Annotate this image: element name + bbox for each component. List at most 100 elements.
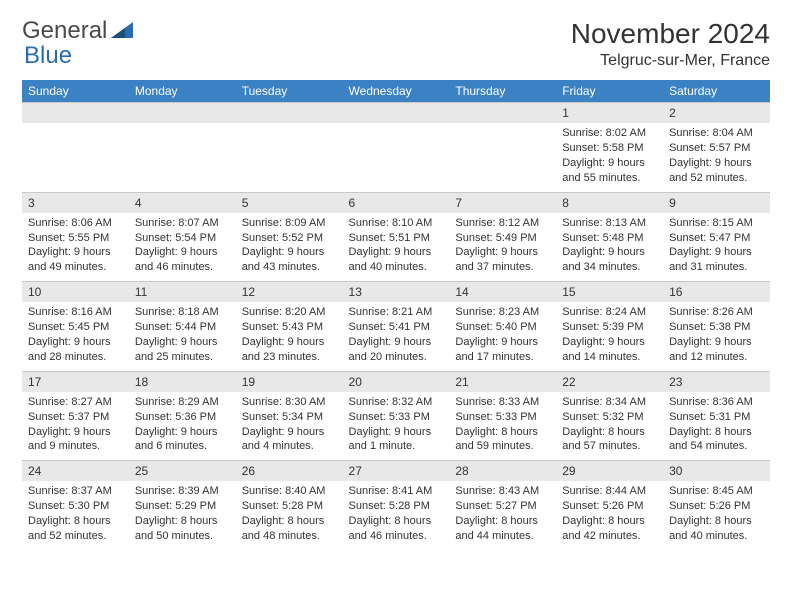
weekday-header: Saturday — [663, 80, 770, 102]
day-body: Sunrise: 8:30 AMSunset: 5:34 PMDaylight:… — [236, 392, 343, 460]
calendar-cell: 3Sunrise: 8:06 AMSunset: 5:55 PMDaylight… — [22, 192, 129, 282]
day-body: Sunrise: 8:40 AMSunset: 5:28 PMDaylight:… — [236, 481, 343, 549]
day-line: Sunrise: 8:29 AM — [135, 395, 230, 410]
day-line: Sunrise: 8:07 AM — [135, 216, 230, 231]
day-line: Sunset: 5:27 PM — [455, 499, 550, 514]
day-body: Sunrise: 8:16 AMSunset: 5:45 PMDaylight:… — [22, 302, 129, 370]
month-title: November 2024 — [571, 18, 770, 50]
day-body: Sunrise: 8:18 AMSunset: 5:44 PMDaylight:… — [129, 302, 236, 370]
day-line: Sunrise: 8:43 AM — [455, 484, 550, 499]
day-body: Sunrise: 8:06 AMSunset: 5:55 PMDaylight:… — [22, 213, 129, 281]
day-line: Sunrise: 8:37 AM — [28, 484, 123, 499]
day-line: Daylight: 9 hours — [669, 335, 764, 350]
day-body: Sunrise: 8:21 AMSunset: 5:41 PMDaylight:… — [343, 302, 450, 370]
day-line: Daylight: 9 hours — [242, 425, 337, 440]
day-line: and 28 minutes. — [28, 350, 123, 365]
day-line: Sunrise: 8:06 AM — [28, 216, 123, 231]
day-number: 24 — [22, 460, 129, 481]
calendar-row: 10Sunrise: 8:16 AMSunset: 5:45 PMDayligh… — [22, 281, 770, 371]
day-line: Sunset: 5:26 PM — [562, 499, 657, 514]
day-line: Sunrise: 8:34 AM — [562, 395, 657, 410]
day-body: Sunrise: 8:26 AMSunset: 5:38 PMDaylight:… — [663, 302, 770, 370]
day-line: Daylight: 8 hours — [349, 514, 444, 529]
day-line: Sunrise: 8:36 AM — [669, 395, 764, 410]
day-number: 13 — [343, 281, 450, 302]
day-body: Sunrise: 8:32 AMSunset: 5:33 PMDaylight:… — [343, 392, 450, 460]
day-number: 29 — [556, 460, 663, 481]
day-line: Sunrise: 8:09 AM — [242, 216, 337, 231]
calendar-cell: 18Sunrise: 8:29 AMSunset: 5:36 PMDayligh… — [129, 371, 236, 461]
day-line: Sunset: 5:41 PM — [349, 320, 444, 335]
day-line: Sunrise: 8:15 AM — [669, 216, 764, 231]
day-body: Sunrise: 8:33 AMSunset: 5:33 PMDaylight:… — [449, 392, 556, 460]
day-body: Sunrise: 8:27 AMSunset: 5:37 PMDaylight:… — [22, 392, 129, 460]
day-line: and 34 minutes. — [562, 260, 657, 275]
calendar-row: 1Sunrise: 8:02 AMSunset: 5:58 PMDaylight… — [22, 102, 770, 192]
day-number: 3 — [22, 192, 129, 213]
calendar-cell: 30Sunrise: 8:45 AMSunset: 5:26 PMDayligh… — [663, 460, 770, 550]
day-line: and 59 minutes. — [455, 439, 550, 454]
day-body: Sunrise: 8:15 AMSunset: 5:47 PMDaylight:… — [663, 213, 770, 281]
day-line: Sunrise: 8:10 AM — [349, 216, 444, 231]
calendar-cell: 26Sunrise: 8:40 AMSunset: 5:28 PMDayligh… — [236, 460, 343, 550]
day-line: Daylight: 9 hours — [669, 156, 764, 171]
day-line: and 1 minute. — [349, 439, 444, 454]
day-line: Sunset: 5:48 PM — [562, 231, 657, 246]
calendar-cell: 14Sunrise: 8:23 AMSunset: 5:40 PMDayligh… — [449, 281, 556, 371]
day-line: Sunrise: 8:27 AM — [28, 395, 123, 410]
day-line: Sunrise: 8:40 AM — [242, 484, 337, 499]
day-number: 4 — [129, 192, 236, 213]
calendar-row: 3Sunrise: 8:06 AMSunset: 5:55 PMDaylight… — [22, 192, 770, 282]
day-line: Sunset: 5:26 PM — [669, 499, 764, 514]
logo-text-general: General — [22, 18, 107, 43]
day-body: Sunrise: 8:09 AMSunset: 5:52 PMDaylight:… — [236, 213, 343, 281]
day-line: and 6 minutes. — [135, 439, 230, 454]
day-body: Sunrise: 8:02 AMSunset: 5:58 PMDaylight:… — [556, 123, 663, 191]
day-number — [449, 102, 556, 123]
calendar-cell: 21Sunrise: 8:33 AMSunset: 5:33 PMDayligh… — [449, 371, 556, 461]
day-line: Sunrise: 8:39 AM — [135, 484, 230, 499]
day-line: Sunset: 5:51 PM — [349, 231, 444, 246]
day-body — [22, 123, 129, 132]
day-number: 15 — [556, 281, 663, 302]
day-line: Sunset: 5:52 PM — [242, 231, 337, 246]
day-line: Daylight: 9 hours — [455, 335, 550, 350]
calendar-cell: 19Sunrise: 8:30 AMSunset: 5:34 PMDayligh… — [236, 371, 343, 461]
day-line: Sunset: 5:30 PM — [28, 499, 123, 514]
calendar-cell: 17Sunrise: 8:27 AMSunset: 5:37 PMDayligh… — [22, 371, 129, 461]
day-line: and 31 minutes. — [669, 260, 764, 275]
day-number: 23 — [663, 371, 770, 392]
day-line: and 44 minutes. — [455, 529, 550, 544]
day-line: Sunset: 5:54 PM — [135, 231, 230, 246]
day-body: Sunrise: 8:45 AMSunset: 5:26 PMDaylight:… — [663, 481, 770, 549]
day-line: and 46 minutes. — [135, 260, 230, 275]
calendar-cell — [236, 102, 343, 192]
calendar-cell: 7Sunrise: 8:12 AMSunset: 5:49 PMDaylight… — [449, 192, 556, 282]
day-line: Sunrise: 8:30 AM — [242, 395, 337, 410]
weekday-row: Sunday Monday Tuesday Wednesday Thursday… — [22, 80, 770, 102]
day-line: Sunset: 5:33 PM — [349, 410, 444, 425]
day-body: Sunrise: 8:07 AMSunset: 5:54 PMDaylight:… — [129, 213, 236, 281]
day-number: 6 — [343, 192, 450, 213]
day-line: Sunset: 5:37 PM — [28, 410, 123, 425]
weekday-header: Wednesday — [343, 80, 450, 102]
calendar-cell: 4Sunrise: 8:07 AMSunset: 5:54 PMDaylight… — [129, 192, 236, 282]
logo-triangle-icon — [111, 18, 133, 43]
day-number: 11 — [129, 281, 236, 302]
day-line: and 20 minutes. — [349, 350, 444, 365]
day-line: Daylight: 9 hours — [242, 245, 337, 260]
calendar-cell: 20Sunrise: 8:32 AMSunset: 5:33 PMDayligh… — [343, 371, 450, 461]
day-line: Sunrise: 8:24 AM — [562, 305, 657, 320]
calendar-cell: 12Sunrise: 8:20 AMSunset: 5:43 PMDayligh… — [236, 281, 343, 371]
day-line: Sunset: 5:47 PM — [669, 231, 764, 246]
day-line: Sunset: 5:39 PM — [562, 320, 657, 335]
day-line: Sunset: 5:38 PM — [669, 320, 764, 335]
day-line: Sunset: 5:49 PM — [455, 231, 550, 246]
day-body: Sunrise: 8:29 AMSunset: 5:36 PMDaylight:… — [129, 392, 236, 460]
day-line: Sunrise: 8:02 AM — [562, 126, 657, 141]
day-line: Sunrise: 8:26 AM — [669, 305, 764, 320]
day-line: Daylight: 9 hours — [28, 245, 123, 260]
day-line: Sunrise: 8:45 AM — [669, 484, 764, 499]
day-line: and 17 minutes. — [455, 350, 550, 365]
weekday-header: Friday — [556, 80, 663, 102]
